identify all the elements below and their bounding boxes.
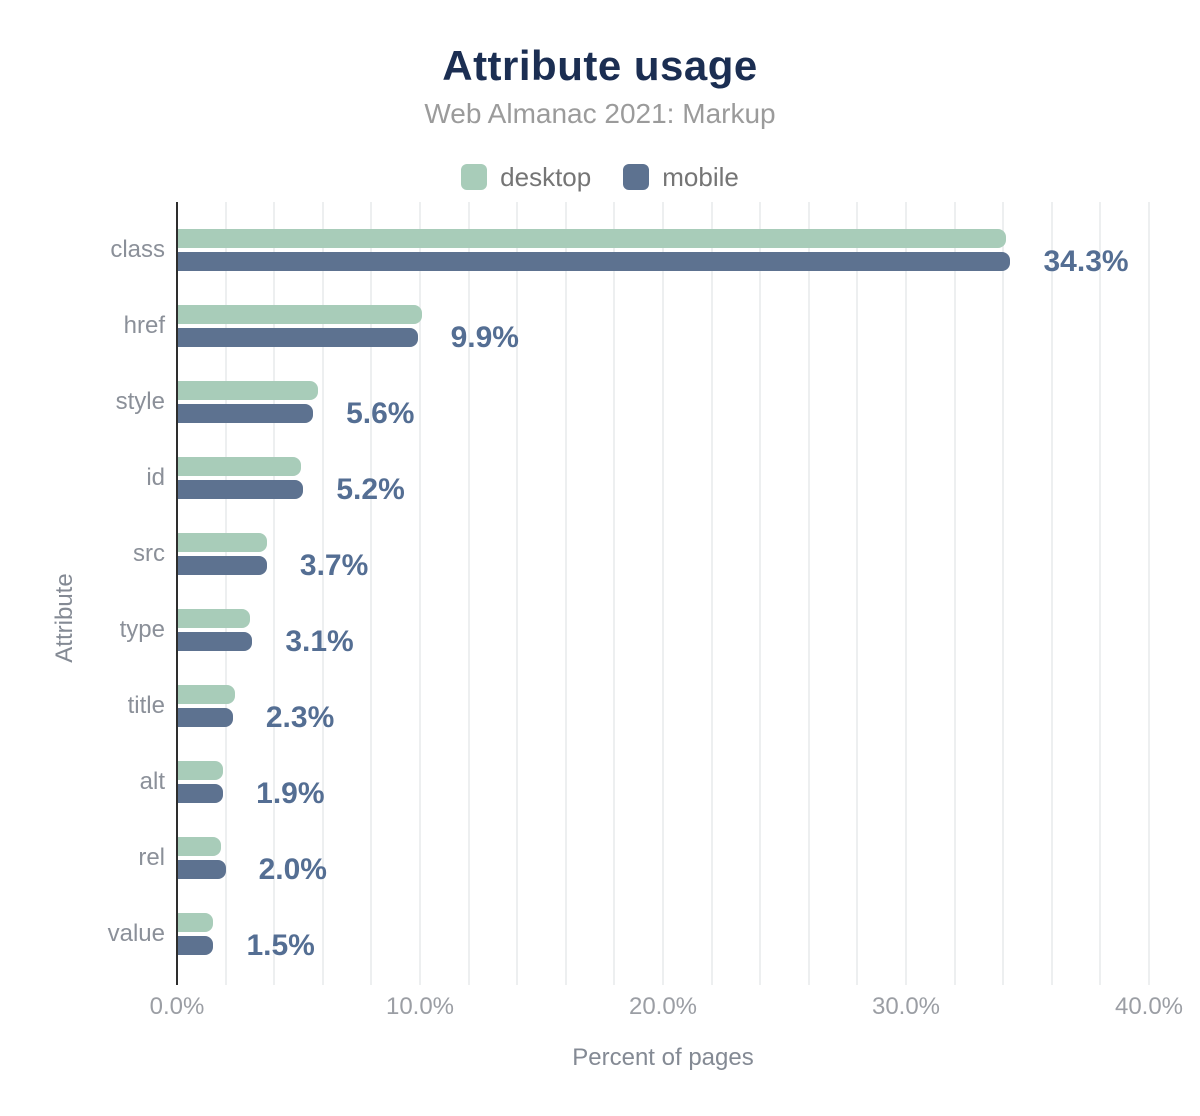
value-label-title: 2.3% [265, 700, 335, 734]
bar-desktop-href [177, 305, 423, 324]
x-tick-20.0%: 20.0% [628, 993, 698, 1020]
category-label-style: style [115, 388, 165, 415]
value-label-rel: 2.0% [258, 852, 327, 886]
bar-mobile-title [177, 708, 233, 727]
category-label-class: class [110, 236, 165, 263]
bar-mobile-style [177, 404, 314, 423]
gridline [1050, 202, 1053, 985]
bar-desktop-src [177, 533, 267, 552]
category-label-rel: rel [138, 844, 165, 871]
gridline [807, 202, 810, 985]
gridline [321, 202, 324, 985]
value-label-href: 9.9% [450, 320, 519, 354]
y-axis-title: Attribute [51, 573, 78, 663]
gridline [467, 202, 470, 985]
x-tick-30.0%: 30.0% [871, 993, 941, 1020]
gridline [419, 202, 421, 985]
gridline [273, 202, 276, 985]
category-label-value: value [107, 920, 165, 947]
category-label-type: type [119, 616, 165, 643]
gridline [1099, 202, 1102, 985]
gridline [613, 202, 616, 985]
value-label-style: 5.6% [346, 396, 415, 430]
legend-label-desktop: desktop [500, 162, 592, 192]
gridline [953, 202, 956, 985]
legend: desktop mobile [0, 164, 1200, 190]
value-label-id: 5.2% [336, 472, 405, 506]
x-tick-10.0%: 10.0% [385, 993, 455, 1020]
bar-desktop-alt [177, 761, 224, 780]
legend-item-mobile: mobile [623, 164, 739, 190]
gridline [1002, 202, 1005, 985]
category-label-id: id [146, 464, 165, 491]
bar-mobile-type [177, 632, 253, 651]
bar-desktop-style [177, 381, 318, 400]
gridline [662, 202, 664, 985]
gridline [759, 202, 762, 985]
gridline [1148, 202, 1150, 985]
bar-mobile-class [177, 252, 1011, 271]
value-label-value: 1.5% [246, 928, 315, 962]
value-label-alt: 1.9% [256, 776, 325, 810]
legend-label-mobile: mobile [662, 162, 739, 192]
value-label-src: 3.7% [299, 548, 369, 582]
bar-mobile-id [177, 480, 304, 499]
bar-mobile-href [177, 328, 418, 347]
bar-mobile-alt [177, 784, 224, 803]
legend-swatch-desktop [461, 164, 488, 190]
x-tick-40.0%: 40.0% [1114, 993, 1184, 1020]
chart-title: Attribute usage [442, 42, 758, 89]
bar-desktop-value [177, 913, 214, 932]
value-label-class: 34.3% [1043, 244, 1129, 278]
bar-mobile-src [177, 556, 267, 575]
bar-desktop-id [177, 457, 301, 476]
category-label-alt: alt [139, 768, 165, 795]
category-label-href: href [123, 312, 165, 339]
x-tick-0.0%: 0.0% [149, 993, 205, 1020]
y-axis-line [176, 202, 178, 985]
legend-item-desktop: desktop [461, 164, 591, 190]
bar-mobile-value [177, 936, 214, 955]
legend-swatch-mobile [623, 164, 650, 190]
bar-desktop-rel [177, 837, 221, 856]
category-label-title: title [127, 692, 165, 719]
chart-subtitle: Web Almanac 2021: Markup [424, 98, 776, 129]
gridline [564, 202, 567, 985]
gridline [516, 202, 519, 985]
value-label-type: 3.1% [285, 624, 354, 658]
category-label-src: src [133, 540, 165, 567]
gridline [710, 202, 713, 985]
gridline [370, 202, 373, 985]
bar-desktop-class [177, 229, 1006, 248]
bar-desktop-title [177, 685, 236, 704]
gridline [856, 202, 859, 985]
gridline [905, 202, 907, 985]
bar-desktop-type [177, 609, 250, 628]
gridline [224, 202, 227, 985]
x-axis-title: Percent of pages [572, 1044, 754, 1071]
bar-mobile-rel [177, 860, 226, 879]
